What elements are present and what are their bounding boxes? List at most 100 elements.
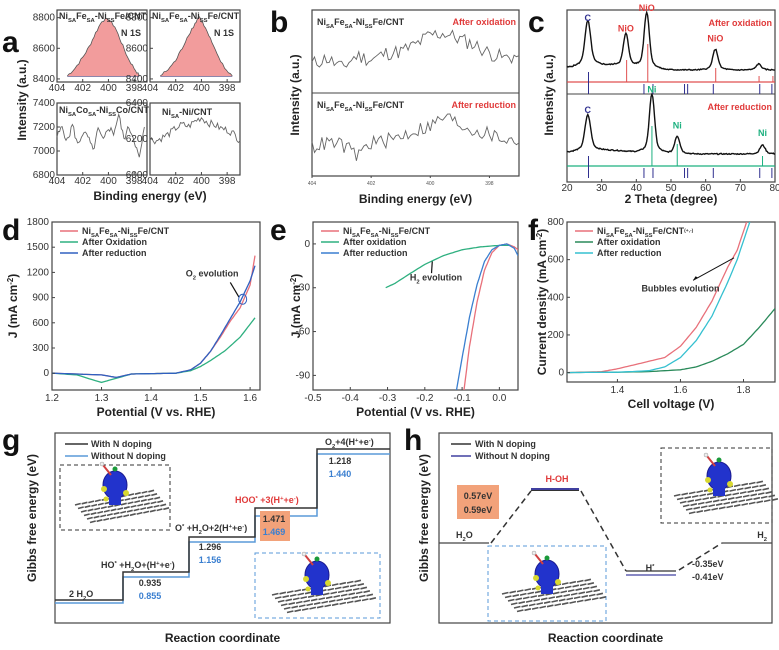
sample-label: NiSAFeSA-NiSSFe/CNT bbox=[317, 100, 405, 113]
plot-frame bbox=[566, 9, 776, 183]
h-atom bbox=[301, 551, 307, 557]
graphene-bond bbox=[334, 586, 342, 590]
graphene-bond bbox=[733, 484, 741, 488]
graphene-bond bbox=[309, 606, 317, 610]
y-tick-label: 8600 bbox=[33, 43, 56, 54]
graphene-bond bbox=[536, 602, 544, 606]
n-atom bbox=[555, 579, 561, 585]
graphene-bond bbox=[90, 512, 97, 516]
graphene-bond bbox=[548, 596, 556, 600]
graphene-bond bbox=[86, 516, 93, 520]
series-line bbox=[385, 244, 511, 289]
annotation-arrow bbox=[229, 282, 240, 298]
peak-label: NiO bbox=[618, 23, 634, 33]
x-tick-label: 0.0 bbox=[492, 393, 506, 404]
graphene-bond bbox=[691, 494, 699, 498]
xps-subplot: NiSACoSA-NiSSCo/CNT 404 402 400 398 6800 7000 7… bbox=[33, 98, 150, 187]
series-line bbox=[463, 243, 518, 390]
graphene-bond bbox=[555, 595, 563, 599]
graphene-bond bbox=[730, 500, 738, 504]
y-tick-label: 200 bbox=[547, 330, 564, 341]
graphene-bond bbox=[501, 591, 509, 595]
state-label: H-OH bbox=[546, 474, 569, 484]
y-tick-label: 7400 bbox=[33, 98, 56, 109]
graphene-bond bbox=[140, 507, 147, 511]
graphene-bond bbox=[584, 598, 592, 602]
x-tick-label: 400 bbox=[100, 176, 117, 187]
x-axis-title: 2 Theta (degree) bbox=[625, 192, 718, 206]
graphene-bond bbox=[153, 504, 160, 508]
graphene-bond bbox=[587, 582, 595, 586]
graphene-bond bbox=[307, 594, 315, 598]
adsorption-with-n: -0.35eV bbox=[692, 559, 724, 569]
x-tick-label: 402 bbox=[167, 176, 184, 187]
graphene-bond bbox=[357, 583, 365, 587]
x-tick-label: 1.6 bbox=[674, 385, 688, 396]
graphene-bond bbox=[151, 493, 158, 497]
graphene-bond bbox=[116, 515, 123, 519]
graphene-bond bbox=[360, 586, 368, 590]
x-tick-label: 1.2 bbox=[45, 393, 59, 404]
cluster-atoms bbox=[311, 583, 323, 595]
x-tick-label: 398 bbox=[219, 83, 236, 94]
peak-label: Ni bbox=[673, 120, 682, 130]
legend-label: NiSAFeSA-NiSSFe/CNT bbox=[343, 226, 431, 239]
x-tick-label: 1.8 bbox=[737, 385, 751, 396]
annotation-arrow bbox=[692, 257, 735, 281]
graphene-bond bbox=[77, 506, 84, 510]
graphene-bond bbox=[109, 516, 116, 520]
legend-label: After oxidation bbox=[343, 237, 407, 247]
graphene-bond bbox=[519, 592, 527, 596]
graphene-bond bbox=[705, 500, 713, 504]
spectrum-line bbox=[56, 112, 145, 158]
x-axis-title: Potential (V vs. RHE) bbox=[97, 405, 216, 419]
x-tick-label: 404 bbox=[142, 83, 159, 94]
plot-frame bbox=[56, 9, 148, 83]
peak-label: C bbox=[585, 13, 592, 23]
legend-label: After reduction bbox=[82, 248, 147, 258]
cluster-atoms bbox=[109, 493, 121, 505]
graphene-bond bbox=[304, 591, 312, 595]
peak-label: Ni bbox=[758, 128, 767, 138]
graphene-bond bbox=[754, 488, 762, 492]
graphene-bond bbox=[512, 594, 520, 598]
graphene-bond bbox=[126, 509, 133, 513]
x-tick-label: 40 bbox=[631, 183, 643, 194]
graphene-bond bbox=[676, 497, 684, 501]
graphene-bond bbox=[301, 607, 309, 611]
condition-label: After oxidation bbox=[452, 17, 516, 27]
graphene-bond bbox=[570, 592, 578, 596]
x-tick-label: -0.2 bbox=[416, 393, 434, 404]
graphene-bond bbox=[748, 501, 756, 505]
x-tick-label: 402 bbox=[74, 176, 91, 187]
peak-label: C bbox=[585, 105, 592, 115]
x-tick-label: 398 bbox=[219, 176, 236, 187]
graphene-bond bbox=[564, 585, 572, 589]
state-label: 2 H2O bbox=[69, 589, 93, 602]
y-tick-label: 600 bbox=[547, 255, 564, 266]
y-tick-label: 8400 bbox=[33, 74, 56, 85]
y-tick-label: 7000 bbox=[33, 146, 56, 157]
x-tick-label: 404 bbox=[49, 176, 66, 187]
graphene-bond bbox=[330, 591, 338, 595]
panel-letter-a: a bbox=[2, 26, 19, 59]
graphene-bond bbox=[150, 501, 157, 505]
graphene-bond bbox=[569, 580, 577, 584]
graphene-bond bbox=[708, 504, 716, 508]
graphene-bond bbox=[524, 588, 532, 592]
graphene-bond bbox=[100, 514, 107, 518]
graphene-bond bbox=[107, 504, 114, 508]
graphene-bond bbox=[537, 593, 545, 597]
legend-label: NiSAFeSA-NiSSFe/CNT bbox=[82, 226, 170, 239]
n-atom bbox=[727, 481, 733, 487]
graphene-bond bbox=[336, 598, 344, 602]
graphene-bond bbox=[687, 499, 695, 503]
x-axis-title: Reaction coordinate bbox=[548, 631, 664, 645]
barrier-with-n: 0.57eV bbox=[464, 491, 493, 501]
graphene-bond bbox=[726, 505, 734, 509]
graphene-bond bbox=[137, 495, 144, 499]
